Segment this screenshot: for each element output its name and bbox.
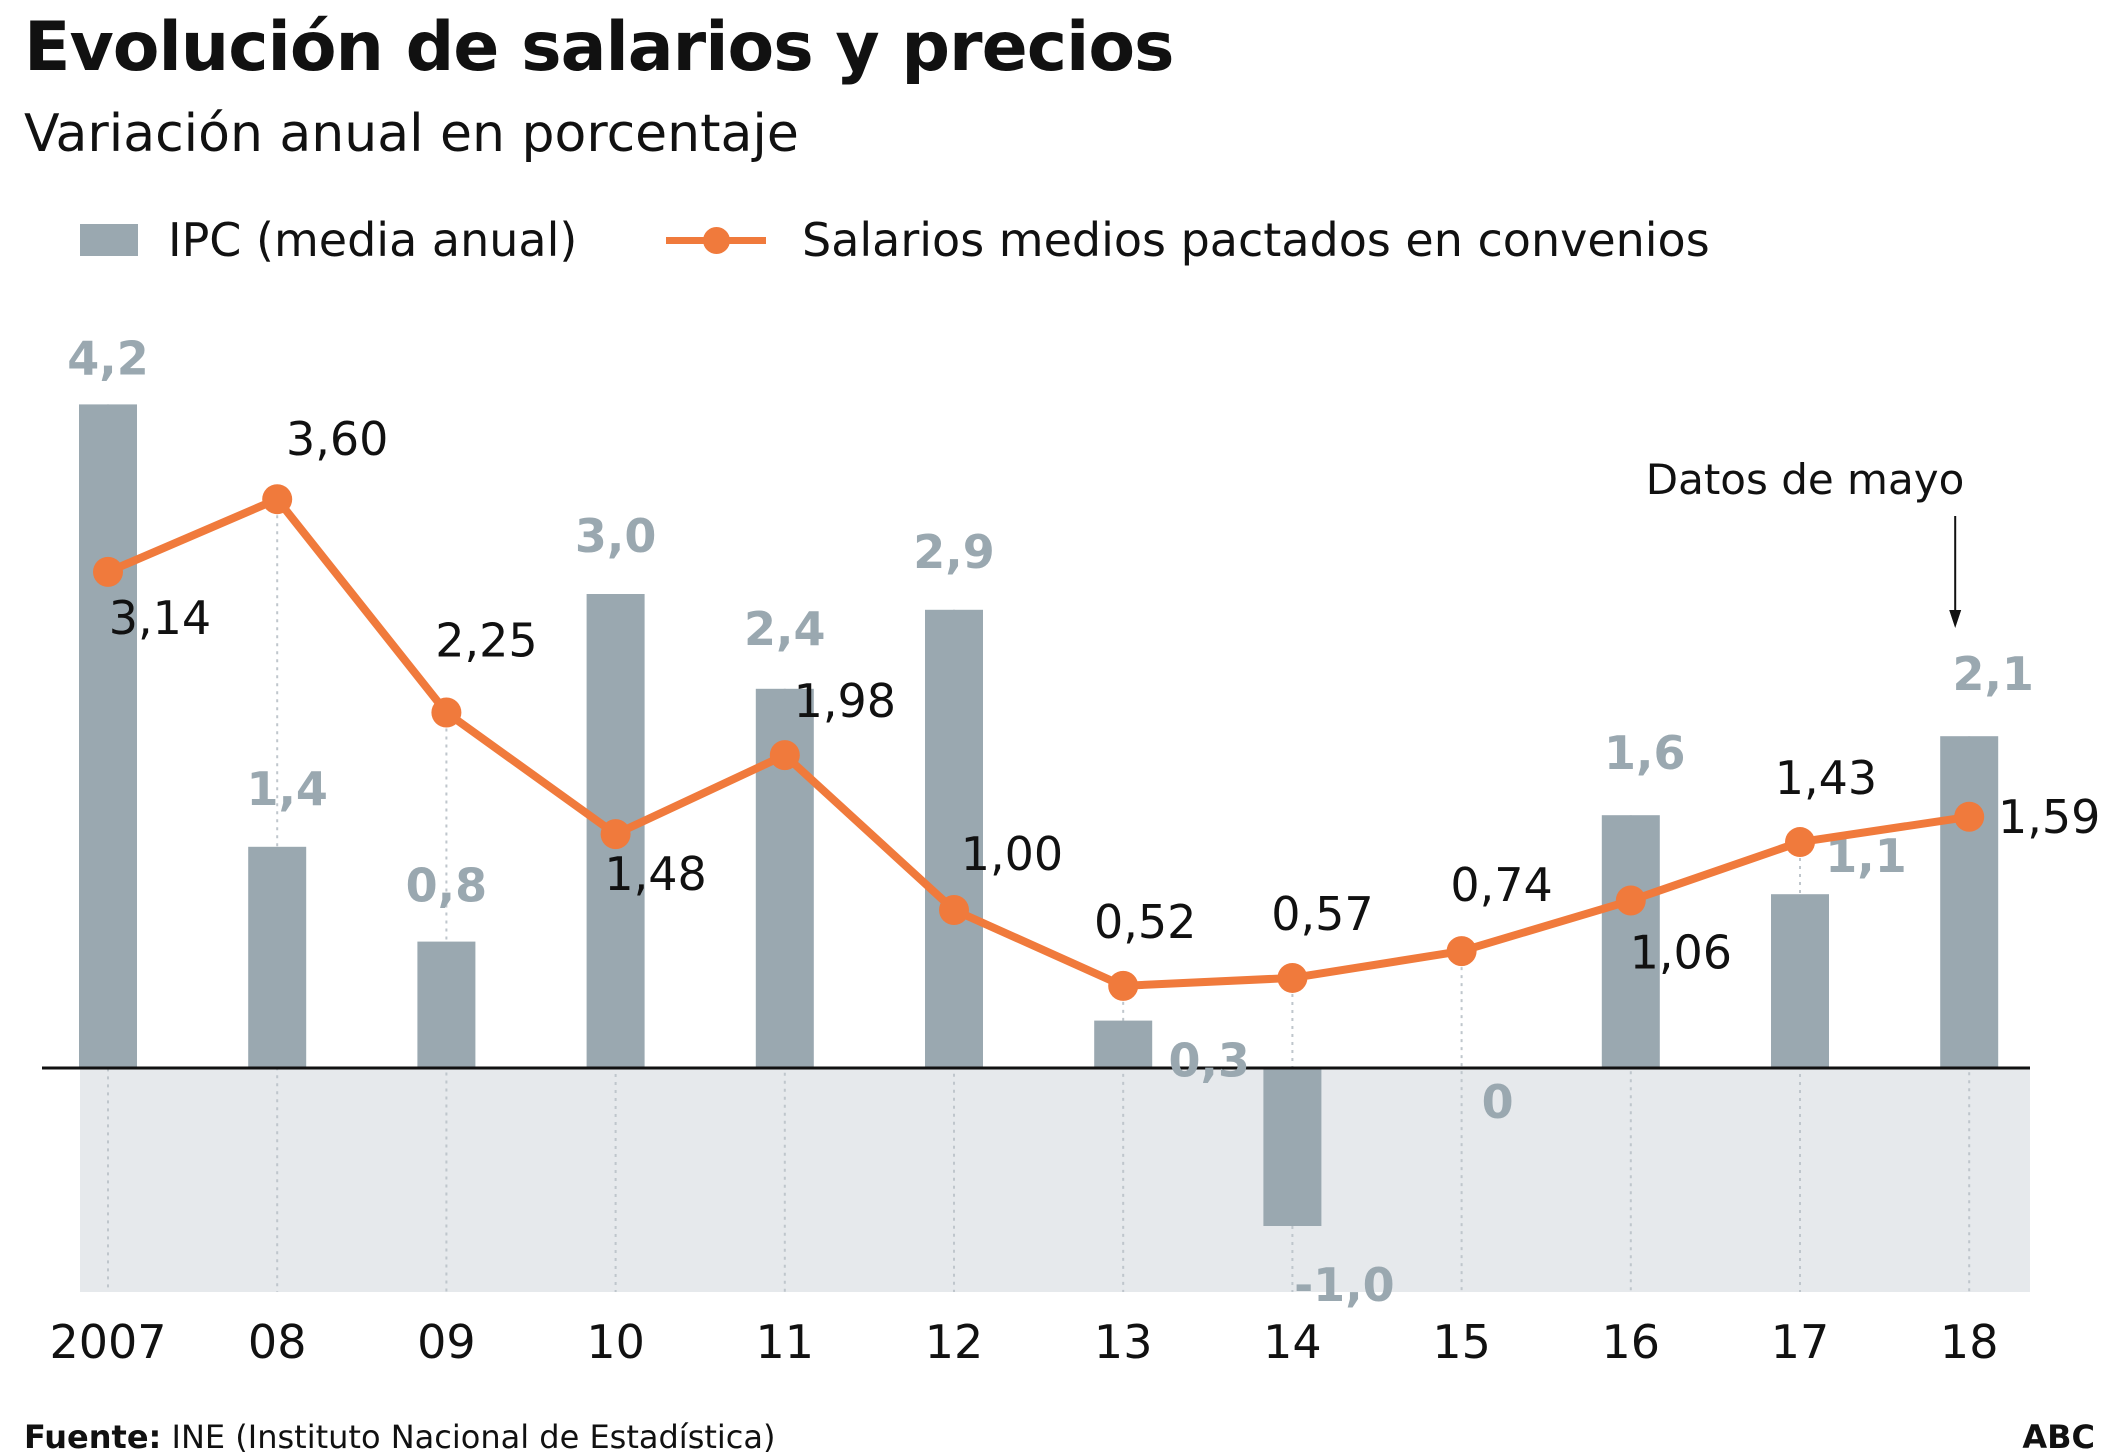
line-salarios [106, 495, 1970, 990]
x-tick-label: 17 [1771, 1315, 1830, 1369]
x-tick-label: 08 [248, 1315, 307, 1369]
line-value-label: 0,57 [1271, 887, 1373, 941]
chart-title: Evolución de salarios y precios [24, 8, 1175, 87]
negative-region-shade [80, 1068, 2030, 1292]
bar-value-label: 0,3 [1168, 1034, 1250, 1088]
brand-logo: ABC [2022, 1418, 2095, 1456]
bar-ipc [79, 404, 137, 1068]
line-value-label: 1,43 [1775, 751, 1877, 805]
bar-ipc [1094, 1020, 1153, 1068]
chart-plot: 4,21,40,83,02,42,90,3-1,001,61,12,13,143… [42, 331, 2100, 1369]
bar-ipc [1263, 1068, 1322, 1226]
legend-item-salarios: Salarios medios pactados en convenios [666, 212, 1710, 268]
x-tick-label: 09 [417, 1315, 476, 1369]
bar-ipc [925, 609, 983, 1068]
source-text: INE (Instituto Nacional de Estadística) [161, 1418, 776, 1456]
legend-salarios-label: Salarios medios pactados en convenios [802, 213, 1710, 267]
point-salarios [1954, 801, 1985, 832]
line-value-label: 1,59 [1998, 790, 2100, 844]
bar-ipc [1940, 736, 1999, 1068]
bar-value-label: 1,4 [246, 762, 328, 816]
annotation-datos-de-mayo: Datos de mayo [1646, 455, 1965, 504]
line-value-label: 3,60 [286, 412, 388, 466]
bar-ipc [248, 846, 307, 1068]
bar-value-label: -1,0 [1294, 1258, 1395, 1312]
line-value-label: 1,48 [604, 847, 706, 901]
point-salarios [93, 556, 123, 587]
line-value-label: 2,25 [435, 614, 537, 668]
x-tick-label: 16 [1602, 1315, 1661, 1369]
bar-value-label: 0 [1482, 1075, 1514, 1129]
legend-bar-swatch [80, 224, 138, 256]
bar-value-label: 4,2 [67, 331, 149, 385]
x-tick-label: 15 [1432, 1315, 1491, 1369]
bar-value-label: 2,4 [744, 602, 826, 656]
bar-value-label: 0,8 [406, 859, 488, 913]
x-tick-label: 12 [925, 1315, 984, 1369]
line-value-label: 1,98 [794, 674, 896, 728]
line-value-label: 0,52 [1094, 895, 1196, 949]
point-salarios [1446, 936, 1477, 967]
point-salarios [1615, 885, 1646, 916]
legend-ipc-label: IPC (media anual) [168, 213, 578, 267]
chart-subtitle: Variación anual en porcentaje [24, 104, 799, 164]
line-value-label: 3,14 [109, 591, 211, 645]
bar-ipc [417, 941, 476, 1068]
x-tick-label: 18 [1940, 1315, 1999, 1369]
point-salarios [1785, 827, 1815, 858]
point-salarios [600, 819, 631, 850]
line-value-label: 1,06 [1630, 926, 1732, 980]
point-salarios [431, 697, 462, 728]
point-salarios [262, 484, 293, 515]
bar-value-label: 3,0 [575, 509, 657, 563]
x-tick-label: 13 [1094, 1315, 1153, 1369]
line-value-label: 0,74 [1450, 858, 1552, 912]
bar-value-label: 1,6 [1604, 726, 1686, 780]
legend-item-ipc: IPC (media anual) [80, 212, 577, 268]
x-tick-label: 2007 [49, 1315, 166, 1369]
source-note: Fuente: INE (Instituto Nacional de Estad… [24, 1418, 775, 1456]
source-label: Fuente: [24, 1418, 162, 1456]
annotation-arrow-head [1949, 610, 1962, 628]
bar-value-label: 2,9 [913, 525, 995, 579]
point-salarios [939, 895, 969, 925]
x-tick-label: 10 [586, 1315, 645, 1369]
point-salarios [1277, 962, 1308, 993]
bar-ipc [1601, 815, 1660, 1068]
legend-line-swatch [666, 224, 766, 256]
x-tick-label: 11 [756, 1315, 815, 1369]
bar-ipc [1771, 894, 1829, 1068]
point-salarios [1108, 970, 1139, 1001]
x-tick-label: 14 [1263, 1315, 1322, 1369]
bar-value-label: 2,1 [1952, 647, 2034, 701]
line-value-label: 1,00 [961, 827, 1063, 881]
point-salarios [769, 740, 800, 771]
